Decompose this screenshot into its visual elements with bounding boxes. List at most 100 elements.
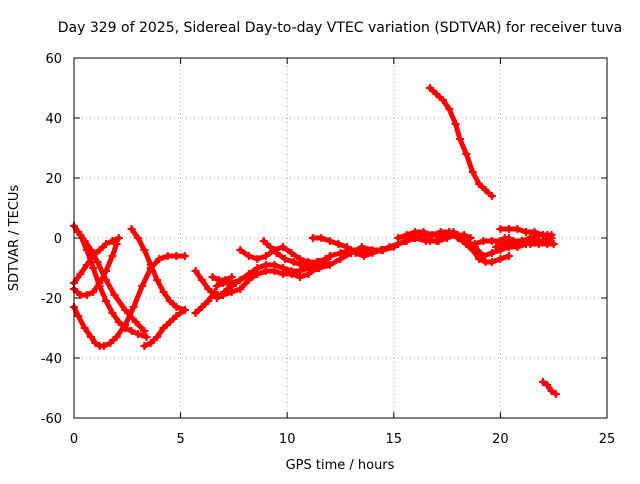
data-point <box>155 255 164 263</box>
data-point <box>526 234 535 242</box>
data-point <box>334 240 343 248</box>
series-line <box>193 289 218 316</box>
tick-layer: 0 5 10 15 20 25 -60 -40 -20 0 20 40 60 <box>41 52 616 447</box>
data-point <box>180 252 189 260</box>
data-point <box>394 234 403 242</box>
series-arc-19 <box>400 231 475 245</box>
data-point <box>289 258 298 266</box>
data-point <box>108 237 117 245</box>
data-point <box>142 333 151 341</box>
data-point <box>551 390 560 398</box>
data-point <box>304 270 313 278</box>
data-point <box>236 246 245 254</box>
data-point <box>101 297 110 305</box>
data-point <box>159 288 168 296</box>
series-line <box>540 379 559 397</box>
data-point <box>487 249 496 257</box>
data-point <box>270 267 279 275</box>
data-point <box>504 225 513 233</box>
data-point <box>308 234 317 242</box>
x-axis-label: GPS time / hours <box>286 458 395 473</box>
data-point <box>140 246 149 254</box>
y-tick-label: -20 <box>41 292 62 307</box>
data-point <box>475 255 484 263</box>
data-point <box>165 297 174 305</box>
data-point <box>278 243 287 251</box>
data-point <box>131 318 140 326</box>
series-arc-11 <box>212 261 330 302</box>
data-point <box>306 261 315 269</box>
data-point <box>133 330 142 338</box>
data-point <box>517 237 526 245</box>
chart-title: Day 329 of 2025, Sidereal Day-to-day VTE… <box>58 20 622 36</box>
data-point <box>208 273 217 281</box>
data-point <box>197 276 206 284</box>
data-point <box>379 246 388 254</box>
x-tick-label: 0 <box>70 432 78 447</box>
series-arc-24 <box>539 378 560 398</box>
data-point <box>253 270 262 278</box>
data-point <box>127 225 136 233</box>
data-point <box>191 309 200 317</box>
grid-layer <box>74 58 607 418</box>
data-point <box>325 237 334 245</box>
data-point <box>138 282 147 290</box>
data-point <box>368 249 377 257</box>
data-point <box>492 243 501 251</box>
data-point <box>428 231 437 239</box>
data-point <box>261 267 270 275</box>
y-tick-label: -40 <box>41 352 62 367</box>
y-tick-label: 20 <box>45 172 62 187</box>
series-arc-5 <box>74 228 149 335</box>
data-point <box>253 255 262 263</box>
series-line <box>427 85 495 199</box>
data-point <box>227 273 236 281</box>
data-point <box>325 252 334 260</box>
data-point <box>89 264 98 272</box>
data-point <box>227 288 236 296</box>
y-axis-label: SDTVAR / TECUs <box>7 185 22 292</box>
data-point <box>534 231 543 239</box>
data-point <box>127 327 136 335</box>
data-point <box>204 297 213 305</box>
y-tick-label: 40 <box>45 112 62 127</box>
data-point <box>411 228 420 236</box>
data-point <box>93 258 102 266</box>
series-arc-23 <box>492 231 552 251</box>
data-point <box>487 237 496 245</box>
data-point <box>82 291 91 299</box>
data-point <box>359 252 368 260</box>
data-point <box>432 90 441 98</box>
data-point <box>438 96 447 104</box>
data-point <box>325 261 334 269</box>
series-arc-14 <box>259 237 332 269</box>
data-point <box>133 234 142 242</box>
data-point <box>445 105 454 113</box>
data-point <box>89 288 98 296</box>
data-point <box>400 237 409 245</box>
data-point <box>197 303 206 311</box>
data-point <box>504 252 513 260</box>
data-point <box>543 231 552 239</box>
data-point <box>140 342 149 350</box>
data-point <box>419 228 428 236</box>
data-point <box>108 252 117 260</box>
data-point <box>521 228 530 236</box>
data-point <box>298 261 307 269</box>
data-point <box>99 342 108 350</box>
data-point <box>317 234 326 242</box>
data-point <box>475 180 484 188</box>
data-point <box>389 243 398 251</box>
data-point <box>80 324 89 332</box>
data-point <box>95 246 104 254</box>
x-tick-label: 25 <box>599 432 616 447</box>
data-point <box>451 231 460 239</box>
data-point <box>470 243 479 251</box>
x-tick-label: 10 <box>279 432 296 447</box>
series-layer <box>70 84 560 398</box>
data-point <box>153 333 162 341</box>
data-point <box>221 276 230 284</box>
data-point <box>539 378 548 386</box>
series-arc-17 <box>325 246 377 260</box>
